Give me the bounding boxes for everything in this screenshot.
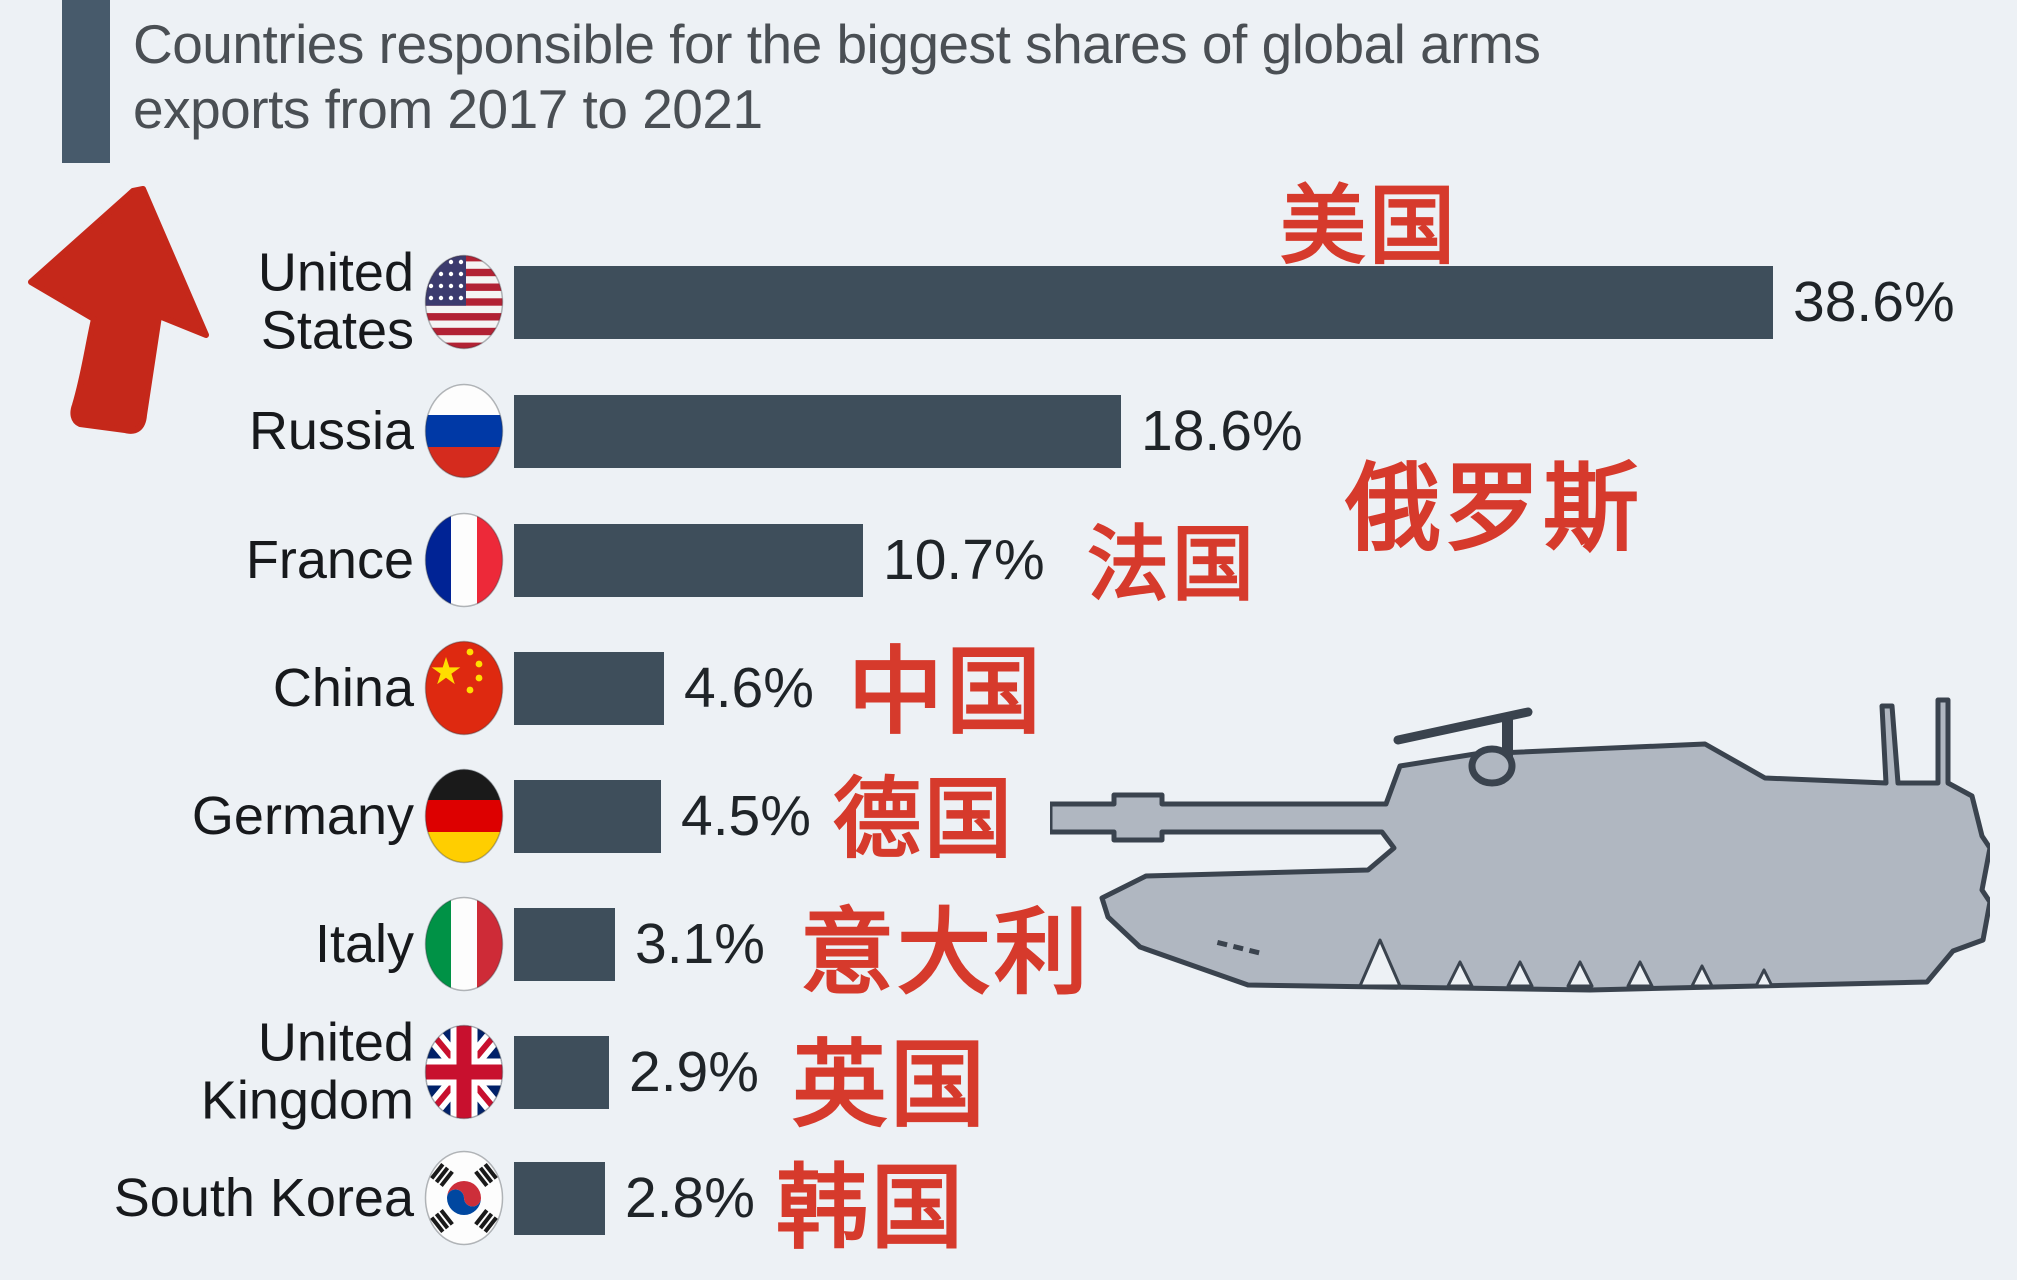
italy-flag-icon	[424, 896, 504, 992]
bar-value-label: 38.6%	[1793, 270, 1955, 334]
country-label: Russia	[248, 400, 414, 461]
bar	[514, 1035, 609, 1109]
country-label: South Korea	[113, 1167, 414, 1228]
red-marker-arrow-icon	[28, 186, 209, 434]
bar-value-label: 10.7%	[883, 528, 1045, 592]
chart-title-line2: exports from 2017 to 2021	[133, 78, 763, 140]
annotation-chinese: 英国	[792, 1032, 989, 1139]
tank-silhouette-icon	[1050, 697, 1990, 993]
germany-flag-icon	[424, 768, 504, 864]
china-flag-icon	[424, 640, 504, 736]
annotation-chinese: 中国	[848, 639, 1045, 746]
bar	[514, 907, 615, 981]
bar-value-label: 4.6%	[684, 656, 814, 720]
bar-value-label: 2.8%	[625, 1166, 755, 1230]
annotation-chinese: 法国	[1087, 519, 1258, 611]
bar	[514, 265, 1773, 339]
country-label: France	[245, 529, 414, 590]
chart-title-line1: Countries responsible for the biggest sh…	[133, 13, 1541, 75]
bar	[514, 523, 863, 597]
chart-title: Countries responsible for the biggest sh…	[133, 12, 1973, 142]
south-korea-flag-icon	[424, 1150, 504, 1246]
country-label: United Kingdom	[200, 1012, 414, 1131]
france-flag-icon	[424, 512, 504, 608]
bar-value-label: 4.5%	[681, 784, 811, 848]
bar-value-label: 3.1%	[635, 912, 765, 976]
annotation-chinese: 意大利	[800, 900, 1092, 1005]
annotation-chinese: 韩国	[776, 1157, 967, 1260]
russia-flag-icon	[424, 383, 504, 479]
annotation-chinese: 俄罗斯	[1345, 455, 1642, 563]
country-label: Italy	[314, 913, 414, 974]
uk-flag-icon	[424, 1024, 504, 1120]
bar-value-label: 2.9%	[629, 1040, 759, 1104]
us-flag-icon	[424, 254, 504, 350]
country-label: United States	[257, 242, 414, 361]
bar	[514, 651, 664, 725]
country-label: China	[272, 657, 414, 718]
bar	[514, 1161, 605, 1235]
bar	[514, 394, 1121, 468]
annotation-chinese: 美国	[1280, 178, 1458, 275]
country-label: Germany	[191, 785, 414, 846]
bar-value-label: 18.6%	[1141, 399, 1303, 463]
annotation-chinese: 德国	[833, 769, 1016, 869]
title-accent-bar	[62, 0, 110, 163]
bar	[514, 779, 661, 853]
